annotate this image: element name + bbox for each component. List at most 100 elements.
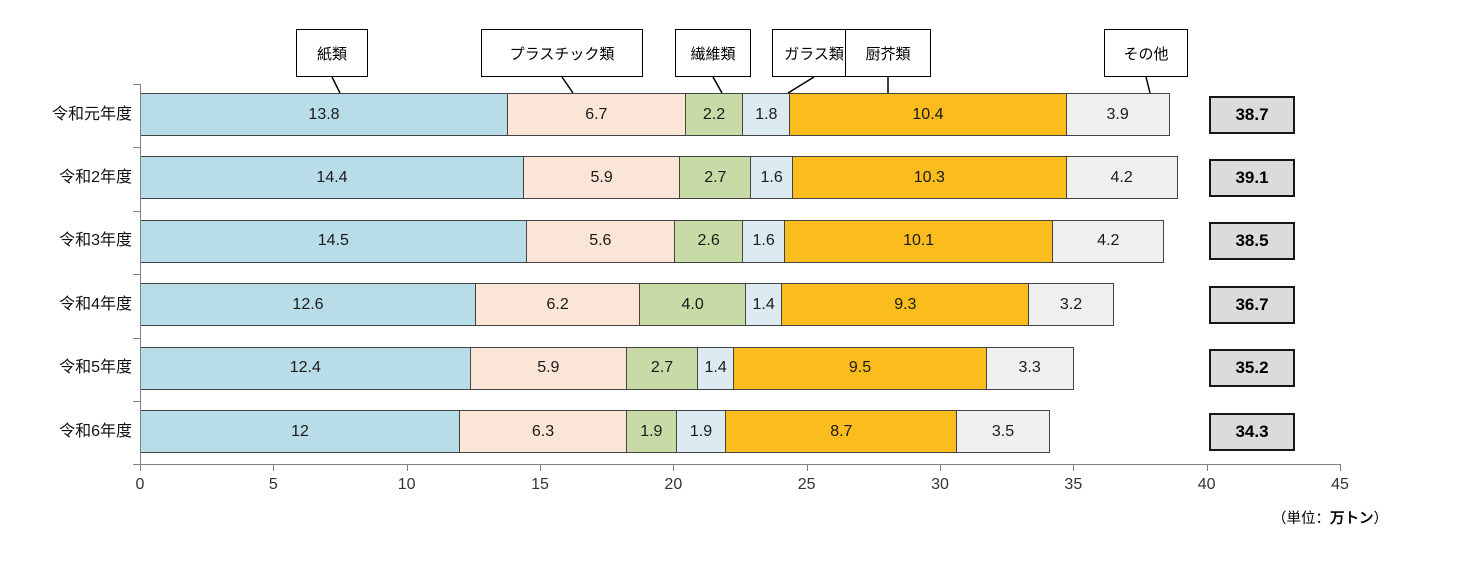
segment-value-label: 6.2 [546,295,569,313]
bar-row: 14.5 5.6 2.6 1.6 10.1 4.2 [140,219,1165,263]
bar-segment: 14.5 [140,219,527,263]
bar-segment: 3.9 [1065,93,1170,136]
segment-value-label: 1.8 [755,105,778,123]
bar-segment: 10.3 [791,156,1067,200]
y-axis-tick [133,274,140,275]
x-axis-tick [1206,464,1208,472]
segment-value-label: 9.5 [848,359,872,377]
segment-value-label: 5.9 [590,168,613,186]
segment-value-label: 2.7 [704,168,727,186]
bar-segment: 3.5 [956,410,1050,453]
total-box: 34.3 [1209,412,1295,451]
unit-note: （単位：万トン） [1272,511,1388,527]
bar-segment: 1.4 [696,346,735,390]
x-axis-tick [406,464,408,472]
bar-segment: 2.7 [679,156,752,200]
bar-segment: 10.1 [783,219,1054,263]
segment-value-label: 2.2 [702,105,726,123]
x-axis-tick [1073,464,1075,472]
segment-value-label: 6.3 [531,422,555,440]
category-label: 令和6年度 [59,422,132,440]
total-box: 36.7 [1209,285,1295,324]
bar-row: 13.8 6.7 2.2 1.8 10.4 3.9 [140,93,1170,136]
series-callout-label: 繊維類 [675,29,751,77]
x-tick-label: 0 [135,476,145,493]
bar-segment: 4.0 [639,283,746,327]
total-box: 35.2 [1209,349,1295,388]
bar-row: 12 6.3 1.9 1.9 8.7 3.5 [140,410,1050,453]
bar-segment: 14.4 [140,156,524,200]
bar-row: 14.4 5.9 2.7 1.6 10.3 4.2 [140,156,1178,200]
bar-segment: 8.7 [725,410,958,453]
category-label: 令和元年度 [51,105,132,123]
bar-segment: 9.5 [733,346,987,390]
bar-segment: 1.6 [742,219,785,263]
segment-value-label: 1.9 [640,422,663,440]
total-box: 38.5 [1209,222,1295,261]
segment-value-label: 9.3 [894,295,917,313]
category-label: 令和2年度 [59,168,132,186]
bar-segment: 1.9 [675,410,727,453]
category-label: 令和3年度 [59,232,132,250]
segment-value-label: 2.6 [697,232,720,250]
segment-value-label: 6.7 [585,105,608,123]
bar-segment: 10.4 [789,93,1067,136]
segment-value-label: 12.4 [289,359,321,377]
category-label: 令和4年度 [59,295,132,313]
bar-segment: 5.6 [525,219,675,263]
bar-segment: 3.2 [1028,283,1114,327]
bar-segment: 4.2 [1052,219,1165,263]
x-axis-tick [673,464,675,472]
total-box: 39.1 [1209,158,1295,197]
segment-value-label: 3.2 [1059,295,1083,313]
segment-value-label: 2.7 [650,359,674,377]
segment-value-label: 14.4 [316,168,348,186]
bar-segment: 2.7 [625,346,698,390]
segment-value-label: 4.2 [1110,168,1133,186]
bar-segment: 3.3 [985,346,1074,390]
x-tick-label: 45 [1331,476,1349,493]
x-tick-label: 30 [931,476,949,493]
series-callout-label: ガラス類 [772,29,856,77]
segment-value-label: 14.5 [317,232,349,250]
segment-value-label: 1.4 [752,295,775,313]
segment-value-label: 4.0 [681,295,704,313]
x-axis-tick [140,464,141,472]
x-axis-tick [1340,464,1341,472]
segment-value-label: 3.5 [991,422,1015,440]
x-axis-tick [806,464,808,472]
series-callout-label: 紙類 [296,29,368,77]
bar-segment: 2.6 [673,219,744,263]
segment-value-label: 1.9 [689,422,713,440]
x-axis-tick [940,464,941,472]
bar-segment: 6.7 [507,93,686,136]
bar-segment: 12 [140,410,460,453]
x-tick-label: 25 [797,476,816,493]
bar-segment: 1.9 [626,410,677,453]
bar-row: 12.6 6.2 4.0 1.4 9.3 3.2 [140,283,1114,327]
segment-value-label: 5.6 [589,232,612,250]
segment-value-label: 8.7 [830,422,853,440]
segment-value-label: 1.6 [760,168,783,186]
segment-value-label: 5.9 [537,359,560,377]
y-axis-tick [133,401,140,402]
segment-value-label: 12 [291,422,309,440]
x-tick-label: 35 [1064,476,1083,493]
y-axis-tick [133,464,140,465]
y-axis-tick [133,147,140,148]
series-callout-label: その他 [1104,29,1188,77]
segment-value-label: 4.2 [1097,232,1120,250]
y-axis-tick [133,84,140,85]
bar-segment: 5.9 [523,156,681,200]
segment-value-label: 13.8 [308,105,340,123]
x-axis-tick [273,464,275,472]
bar-segment: 1.6 [750,156,793,200]
bar-segment: 5.9 [469,346,627,390]
x-tick-label: 20 [664,476,683,493]
y-axis-line [140,84,141,465]
bar-segment: 9.3 [781,283,1030,327]
series-callout-label: 厨芥類 [845,29,931,77]
bar-segment: 6.3 [459,410,627,453]
segment-value-label: 3.3 [1018,359,1041,377]
